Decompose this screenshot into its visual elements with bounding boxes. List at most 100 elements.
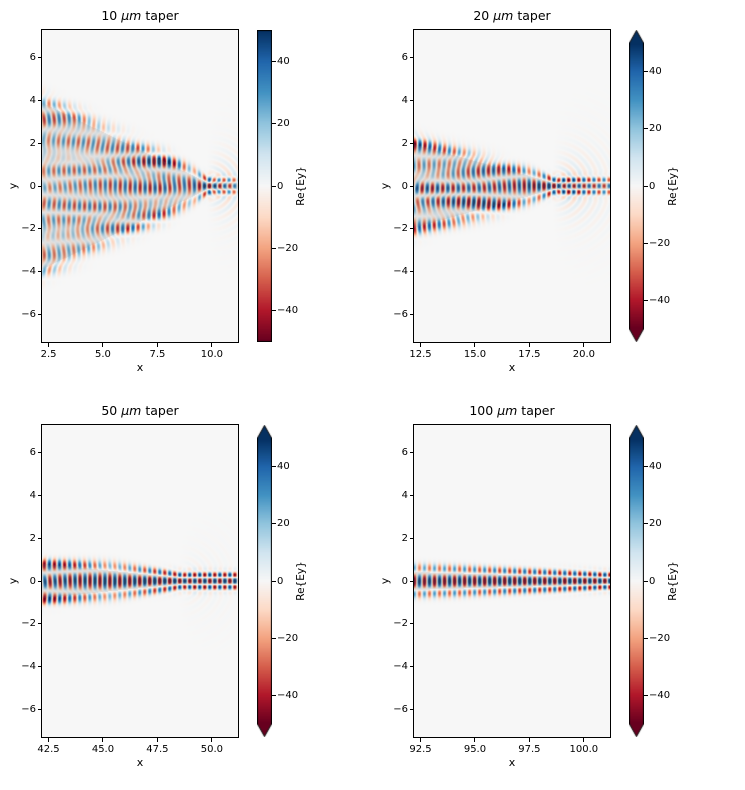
y-tick-mark — [409, 537, 413, 539]
x-axis-label: x — [136, 756, 144, 769]
x-tick-mark — [583, 738, 585, 742]
x-tick-label: 92.5 — [409, 744, 432, 755]
x-tick-mark — [48, 343, 50, 347]
x-tick-label: 97.5 — [518, 744, 541, 755]
colorbar-tick-label: 0 — [649, 180, 656, 192]
colorbar-tick-label: 0 — [277, 575, 284, 587]
colorbar-tick-label: −20 — [649, 237, 671, 249]
colorbar-tick-mark — [644, 523, 648, 525]
y-tick-mark — [37, 452, 41, 454]
y-tick-mark — [37, 665, 41, 667]
x-tick-mark — [528, 343, 530, 347]
y-tick-label: 4 — [29, 490, 36, 502]
y-tick-label: −2 — [21, 618, 36, 630]
subplot-taper-50um: 50 μm taper y x Re{Ey} 42.5 45.0 47.5 50.0−… — [0, 395, 372, 790]
colorbar-tick-label: 40 — [649, 66, 662, 78]
y-tick-label: −6 — [21, 308, 36, 320]
y-tick-mark — [37, 185, 41, 187]
colorbar-tick-mark — [272, 637, 276, 639]
y-tick-label: 2 — [29, 532, 36, 544]
y-tick-label: 2 — [401, 532, 408, 544]
x-axis-label: x — [508, 756, 516, 769]
x-tick-label: 5.0 — [95, 349, 111, 360]
x-tick-label: 17.5 — [518, 349, 541, 360]
colorbar-canvas — [257, 30, 272, 342]
y-tick-mark — [37, 270, 41, 272]
x-tick-label: 15.0 — [463, 349, 487, 360]
x-tick-label: 50.0 — [200, 744, 223, 755]
x-tick-label: 42.5 — [37, 744, 60, 755]
colorbar-label: Re{Ey} — [667, 561, 679, 601]
x-tick-label: 95.0 — [463, 744, 487, 755]
x-axis-label: x — [508, 361, 516, 374]
x-tick-label: 20.0 — [572, 349, 595, 360]
y-tick-label: −2 — [393, 223, 408, 235]
x-tick-label: 45.0 — [91, 744, 115, 755]
y-tick-label: 2 — [29, 137, 36, 149]
y-tick-label: −6 — [21, 703, 36, 715]
y-tick-label: −2 — [21, 223, 36, 235]
colorbar-tick-label: 20 — [277, 518, 290, 530]
subplot-taper-10um: 10 μm taper y x Re{Ey} 2.5 5.0 7.5 10.0 −6 −4… — [0, 0, 372, 395]
colorbar-tick-mark — [272, 185, 276, 187]
y-tick-label: 0 — [401, 180, 408, 192]
colorbar-tick-mark — [644, 185, 648, 187]
subplot-taper-100um: 100 μm taper y x Re{Ey} 92.5 95.0 97.5 100.… — [372, 395, 745, 790]
x-tick-label: 47.5 — [146, 744, 169, 755]
colorbar-canvas — [629, 425, 644, 737]
colorbar-tick-mark — [272, 247, 276, 249]
colorbar-tick-label: −40 — [277, 305, 299, 317]
y-tick-label: −4 — [393, 265, 408, 277]
y-tick-mark — [409, 665, 413, 667]
colorbar-tick-label: 20 — [649, 123, 662, 135]
x-tick-label: 2.5 — [40, 349, 57, 360]
x-tick-mark — [474, 738, 476, 742]
y-tick-mark — [409, 313, 413, 315]
colorbar-tick-label: 20 — [649, 518, 662, 530]
x-tick-mark — [102, 738, 104, 742]
y-tick-label: 4 — [401, 490, 408, 502]
x-tick-label: 10.0 — [200, 349, 223, 360]
y-tick-label: 2 — [401, 137, 408, 149]
plot-area — [413, 424, 611, 738]
plot-title: 20 μm taper — [473, 8, 551, 23]
plot-title: 100 μm taper — [469, 403, 555, 418]
colorbar-tick-mark — [644, 128, 648, 130]
y-tick-label: 4 — [401, 95, 408, 107]
colorbar-tick-mark — [644, 71, 648, 73]
y-tick-mark — [409, 495, 413, 497]
x-tick-mark — [420, 738, 422, 742]
x-tick-mark — [156, 738, 158, 742]
y-tick-label: 0 — [401, 575, 408, 587]
colorbar-tick-label: −20 — [277, 632, 299, 644]
colorbar-tick-mark — [644, 694, 648, 696]
plot-area — [413, 29, 611, 343]
y-tick-mark — [37, 708, 41, 710]
y-tick-label: 6 — [29, 52, 36, 64]
colorbar-tick-mark — [644, 466, 648, 468]
field-heatmap-canvas — [42, 30, 238, 342]
colorbar-tick-mark — [272, 310, 276, 312]
colorbar-tick-mark — [644, 299, 648, 301]
x-tick-mark — [474, 343, 476, 347]
colorbar-tick-label: 40 — [277, 55, 290, 67]
colorbar-tick-label: 40 — [277, 461, 290, 473]
y-tick-mark — [37, 580, 41, 582]
y-tick-mark — [37, 142, 41, 144]
x-tick-mark — [156, 343, 158, 347]
y-tick-label: 0 — [29, 575, 36, 587]
plot-area — [41, 424, 239, 738]
plot-title: 50 μm taper — [101, 403, 179, 418]
colorbar-tick-mark — [272, 694, 276, 696]
colorbar-tick-label: 0 — [649, 575, 656, 587]
y-tick-label: 6 — [401, 447, 408, 459]
y-tick-mark — [37, 623, 41, 625]
colorbar-label: Re{Ey} — [667, 166, 679, 206]
x-tick-mark — [583, 343, 585, 347]
y-tick-mark — [37, 495, 41, 497]
y-tick-label: 0 — [29, 180, 36, 192]
colorbar-tick-mark — [644, 637, 648, 639]
y-tick-mark — [409, 57, 413, 59]
plot-title: 10 μm taper — [101, 8, 179, 23]
